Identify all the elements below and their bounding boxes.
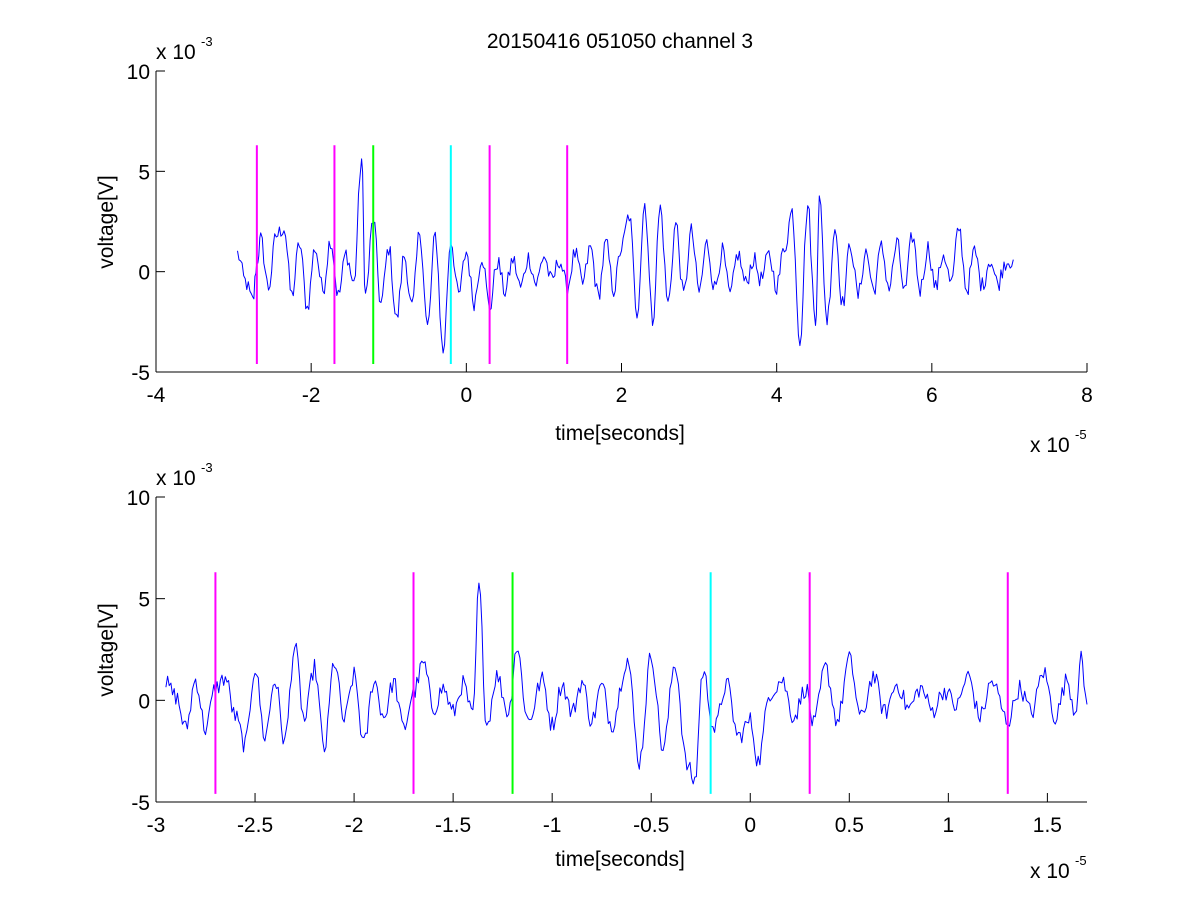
plot-area: -3 -2.5 -2 -1.5 -1 -0.5 0 0.5 1 1.5 -5 0 5 10 <box>127 487 1088 837</box>
x-tick-label: -2.5 <box>237 814 273 837</box>
y-exponent-base: x 10 <box>156 41 196 64</box>
y-tick-label: -5 <box>131 362 150 385</box>
x-exponent-base: x 10 <box>1030 434 1070 457</box>
x-exponent-power: -5 <box>1075 853 1087 868</box>
x-axis-label: time[seconds] <box>555 422 685 445</box>
x-tick-label: 2 <box>616 384 628 407</box>
chart-title: 20150416 051050 channel 3 <box>487 30 753 53</box>
x-tick-label: 1 <box>942 814 954 837</box>
y-axis-label: voltage[V] <box>95 175 118 268</box>
x-tick-label: 4 <box>771 384 783 407</box>
x-tick-label: -2 <box>345 814 364 837</box>
signal-line <box>237 158 1014 354</box>
y-exponent-bottom: x 10 -3 <box>156 460 213 490</box>
x-tick-label: 0 <box>460 384 472 407</box>
x-exponent-power: -5 <box>1075 427 1087 442</box>
x-tick-label: 1.5 <box>1033 814 1062 837</box>
y-exponent-power: -3 <box>201 34 213 49</box>
y-exponent-top: x 10 -3 <box>156 34 213 64</box>
y-tick-label: 5 <box>138 589 150 612</box>
x-tick-label: -0.5 <box>633 814 669 837</box>
plot-area: -4 -2 0 2 4 6 8 -5 0 5 10 <box>127 61 1093 407</box>
x-exponent-base: x 10 <box>1030 860 1070 883</box>
chart-top: 20150416 051050 channel 3 x 10 -3 -4 -2 0 2… <box>95 30 1093 457</box>
y-exponent-power: -3 <box>201 460 213 475</box>
x-exponent-top: x 10 -5 <box>1030 427 1087 457</box>
y-exponent-base: x 10 <box>156 467 196 490</box>
y-tick-label: -5 <box>131 792 150 815</box>
x-tick-label: -4 <box>147 384 166 407</box>
y-tick-label: 10 <box>127 487 150 510</box>
x-tick-label: 8 <box>1081 384 1093 407</box>
y-tick-label: 5 <box>138 161 150 184</box>
signal-line <box>165 582 1088 785</box>
x-tick-label: -3 <box>147 814 166 837</box>
x-tick-label: -1.5 <box>435 814 471 837</box>
x-tick-label: 0 <box>744 814 756 837</box>
x-tick-label: 0.5 <box>835 814 864 837</box>
x-tick-label: 6 <box>926 384 938 407</box>
chart-bottom: x 10 -3 -3 -2.5 -2 -1.5 -1 -0.5 0 0.5 1 1.5 -5 0 5 10… <box>95 460 1088 883</box>
x-tick-label: -1 <box>543 814 562 837</box>
y-axis-label: voltage[V] <box>95 603 118 696</box>
y-tick-label: 0 <box>138 262 150 285</box>
x-tick-label: -2 <box>302 384 321 407</box>
x-axis-label: time[seconds] <box>555 848 685 871</box>
x-exponent-bottom: x 10 -5 <box>1030 853 1087 883</box>
y-tick-label: 10 <box>127 61 150 84</box>
y-tick-label: 0 <box>138 690 150 713</box>
